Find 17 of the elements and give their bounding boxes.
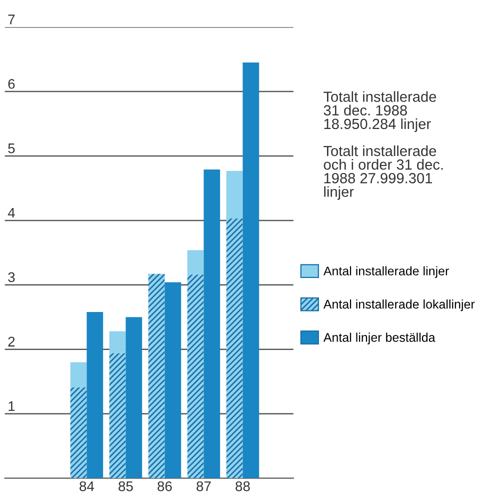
legend-label: Antal installerade lokallinjer: [323, 299, 475, 312]
y-tick-label: 4: [8, 208, 15, 218]
y-tick-label: 2: [8, 336, 15, 346]
x-tick-label: 85: [118, 481, 133, 492]
y-tick-label: 5: [8, 144, 15, 154]
y-tick-label: 7: [8, 14, 15, 24]
x-tick-label: 86: [158, 481, 172, 492]
x-tick-label: 88: [236, 481, 250, 492]
y-tick-label: 1: [8, 401, 15, 411]
text: Totalt installerade 31 dec. 1988 18.950.284 linjer: [324, 91, 436, 132]
legend-label: Antal installerade linjer: [323, 266, 449, 278]
legend-label: Antal linjer beställda: [323, 332, 436, 344]
x-tick-label: 87: [196, 481, 211, 492]
y-tick-label: 6: [8, 78, 15, 89]
y-tick-label: 3: [8, 272, 15, 282]
text: Totalt installerade och i order 31 dec. 1988 27.999.301 linjer: [324, 145, 443, 200]
x-tick-label: 84: [80, 481, 94, 492]
